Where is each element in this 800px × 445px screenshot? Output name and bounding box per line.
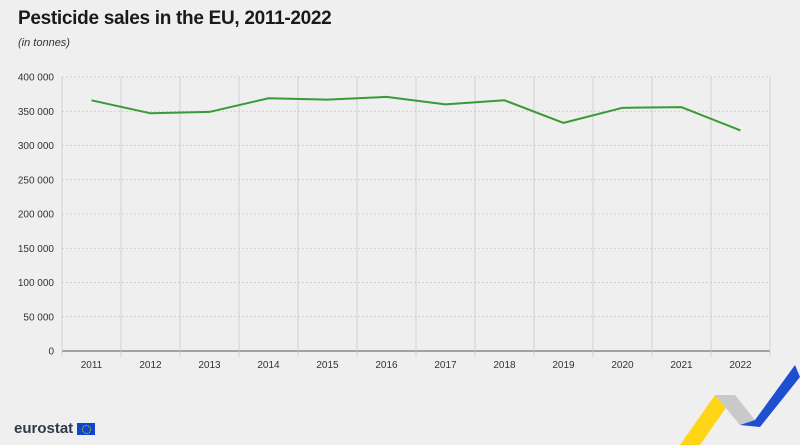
- x-tick-label: 2014: [257, 360, 280, 371]
- y-tick-label: 250 000: [18, 175, 55, 186]
- x-tick-label: 2017: [434, 360, 457, 371]
- y-tick-label: 0: [48, 347, 54, 358]
- x-tick-label: 2018: [493, 360, 516, 371]
- eu-flag-icon: [77, 422, 96, 435]
- x-tick-label: 2021: [670, 360, 693, 371]
- y-tick-label: 200 000: [18, 210, 55, 221]
- y-tick-label: 50 000: [23, 312, 54, 323]
- y-tick-label: 400 000: [18, 73, 55, 84]
- line-chart: 0 50 000 100 000 150 000 200 000 250 000 300 0…: [18, 73, 771, 371]
- y-axis-ticks: 0 50 000 100 000 150 000 200 000 250 000 300 0…: [18, 73, 55, 358]
- chart-title: Pesticide sales in the EU, 2011-2022: [18, 8, 332, 29]
- x-tick-label: 2015: [316, 360, 339, 371]
- x-tick-label: 2020: [611, 360, 634, 371]
- y-tick-label: 350 000: [18, 107, 55, 118]
- y-tick-label: 300 000: [18, 141, 55, 152]
- data-series: [91, 95, 741, 132]
- logo-text: eurostat: [14, 420, 74, 437]
- decorative-chevron-icon: [680, 365, 800, 445]
- x-tick-label: 2013: [198, 360, 221, 371]
- x-tick-label: 2019: [552, 360, 575, 371]
- x-tick-label: 2016: [375, 360, 398, 371]
- eurostat-logo: eurostat: [14, 420, 96, 437]
- series-line: [91, 95, 741, 132]
- x-axis-ticks: 2011 2012 2013 2014 2015 2016 2017 2018 2019 2020…: [81, 360, 752, 371]
- y-tick-label: 100 000: [18, 278, 55, 289]
- chart-subtitle: (in tonnes): [18, 37, 70, 49]
- grid-lines: [61, 76, 771, 357]
- x-tick-label: 2022: [729, 360, 752, 371]
- y-tick-label: 150 000: [18, 244, 55, 255]
- x-tick-label: 2012: [139, 360, 162, 371]
- x-tick-label: 2011: [81, 360, 103, 371]
